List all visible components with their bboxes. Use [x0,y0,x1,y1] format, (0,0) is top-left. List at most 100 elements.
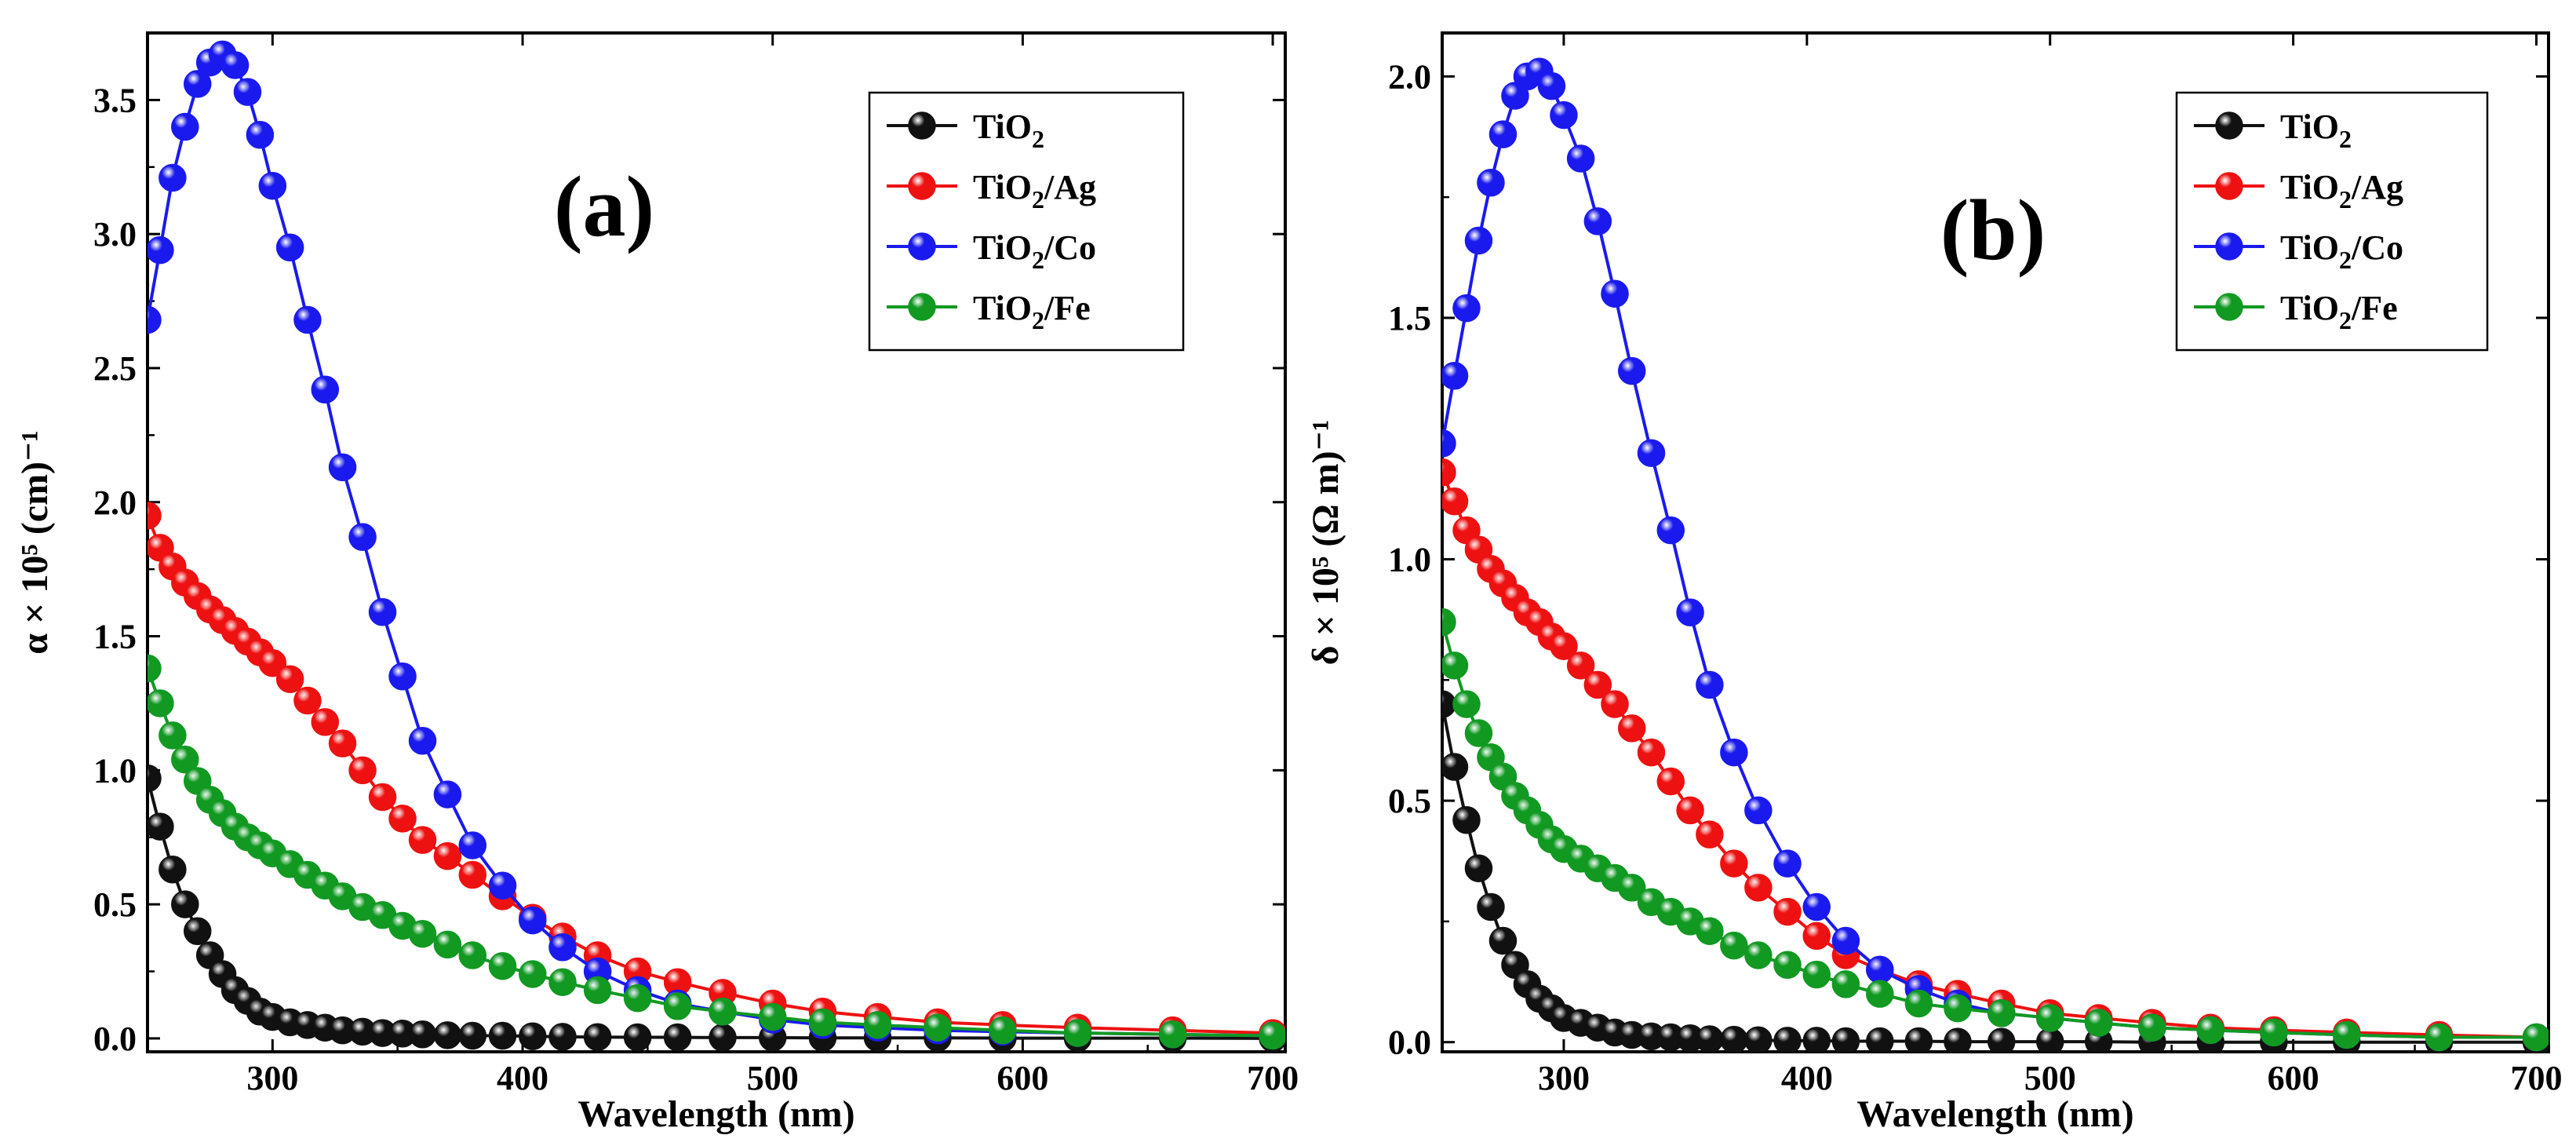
data-point-tio2-co [183,70,212,98]
legend-label-tio2-co: TiO2/Co [2280,228,2403,274]
x-tick-label: 300 [1538,1059,1590,1097]
data-point-tio2-fe [989,1016,1017,1045]
data-point-tio2-co [1550,100,1578,130]
data-point-tio2-fe [1158,1020,1187,1049]
data-point-tio2 [1866,1027,1894,1052]
data-point-tio2 [1988,1027,2016,1052]
data-point-tio2-co [1802,892,1831,922]
data-point-tio2-fe [1696,917,1724,945]
data-point-tio2 [548,1023,577,1051]
data-point-tio2-co [246,121,275,149]
data-point-tio2-fe [2522,1023,2549,1052]
data-point-tio2-fe [1773,951,1802,980]
data-point-tio2-fe [2084,1009,2113,1037]
data-point-tio2-ag [1583,670,1612,699]
data-point-tio2-fe [808,1008,837,1037]
data-point-tio2-co [1696,670,1724,699]
data-point-tio2-co [148,305,162,334]
data-point-tio2-co [1488,120,1518,148]
data-point-tio2-fe [1866,980,1894,1008]
y-tick-label: 3.5 [93,81,137,119]
data-point-tio2 [1696,1025,1724,1052]
data-point-tio2 [583,1023,612,1051]
data-point-tio2-fe [1442,651,1469,680]
y-tick-label: 2.0 [1388,57,1431,96]
data-point-tio2-co [220,51,250,79]
data-point-tio2-ag [1550,632,1578,661]
data-point-tio2-co [1831,926,1860,955]
legend-label-tio2-co: TiO2/Co [973,228,1096,274]
y-tick-label: 1.5 [1388,299,1431,338]
data-point-tio2 [663,1023,692,1052]
y-tick-label: 0.5 [93,885,137,924]
data-point-tio2-fe [171,745,199,774]
y-tick-label: 0.0 [93,1020,137,1058]
y-tick-label: 0.0 [1388,1024,1431,1062]
data-point-tio2-co [148,235,174,265]
x-tick-label: 700 [1247,1059,1299,1097]
data-point-tio2-fe [663,992,692,1020]
chart-panel-b: 300 400 500 600 700 0.0 0.5 1.0 1.5 2.0 Wavelength… [1305,31,2563,1135]
y-tick-label: 0.5 [1388,782,1431,820]
data-point-tio2-co [368,598,397,626]
legend-marker-tio2 [908,111,936,140]
data-point-tio2-ag [293,686,322,715]
data-point-tio2 [1477,892,1505,922]
data-point-tio2-fe [758,1002,787,1031]
data-point-tio2-fe [863,1011,892,1039]
data-point-tio2-fe [2196,1016,2225,1045]
series-group [148,40,1285,1052]
data-point-tio2-fe [1987,999,2016,1027]
legend-marker-tio2-co [908,232,936,261]
legend-label-tio2-ag: TiO2/Ag [973,168,1096,214]
data-point-tio2-co [1566,144,1595,173]
data-point-tio2-ag [258,648,287,677]
x-tick-label: 500 [2024,1059,2076,1097]
x-tick-label: 300 [246,1059,298,1097]
x-axis-title: Wavelength (nm) [578,1093,854,1135]
data-point-tio2-ag [388,805,417,833]
data-point-tio2-co [1452,294,1481,323]
data-point-tio2-ag [1696,820,1724,849]
legend-label-tio2-fe: TiO2/Fe [973,289,1091,334]
data-point-tio2-ag [275,665,304,693]
data-point-tio2-fe [148,689,174,717]
data-point-tio2 [488,1021,517,1050]
data-point-tio2 [183,917,212,946]
legend-marker-tio2 [2215,111,2243,140]
data-point-tio2-ag [1744,874,1773,902]
data-point-tio2 [1442,753,1469,781]
data-point-tio2-co [258,171,287,200]
data-point-tio2-fe [1831,970,1860,998]
data-point-tio2-fe [1802,960,1831,989]
data-point-tio2-co [328,453,357,482]
series-line-tio2 [148,778,1273,1040]
data-point-tio2-co [488,871,517,900]
x-tick-label: 400 [497,1059,548,1097]
data-point-tio2-ag [1773,897,1802,926]
data-point-tio2-fe [1617,874,1646,902]
data-point-tio2-fe [583,976,612,1005]
data-point-tio2-co [458,831,487,860]
data-point-tio2 [1744,1026,1773,1052]
data-point-tio2-fe [1744,941,1773,969]
data-point-tio2-fe [158,721,187,750]
data-point-tio2-ag [1601,690,1629,718]
data-point-tio2-fe [2138,1013,2166,1042]
data-point-tio2-co [1637,439,1666,467]
data-point-tio2-fe [2260,1018,2288,1047]
data-point-tio2-fe [2333,1020,2361,1049]
data-point-tio2 [1802,1027,1831,1052]
data-point-tio2-co [348,523,377,551]
data-point-tio2-fe [1442,608,1456,637]
x-tick-label: 600 [997,1059,1048,1097]
data-point-tio2-co [1442,429,1456,458]
series-line-tio2-ag [1442,472,2537,1039]
data-point-tio2-co [1676,598,1704,626]
x-tick-label: 500 [747,1059,799,1097]
data-point-tio2-co [311,375,340,404]
data-point-tio2-co [293,305,322,334]
data-point-tio2-ag [328,729,357,757]
data-point-tio2 [623,1023,652,1052]
